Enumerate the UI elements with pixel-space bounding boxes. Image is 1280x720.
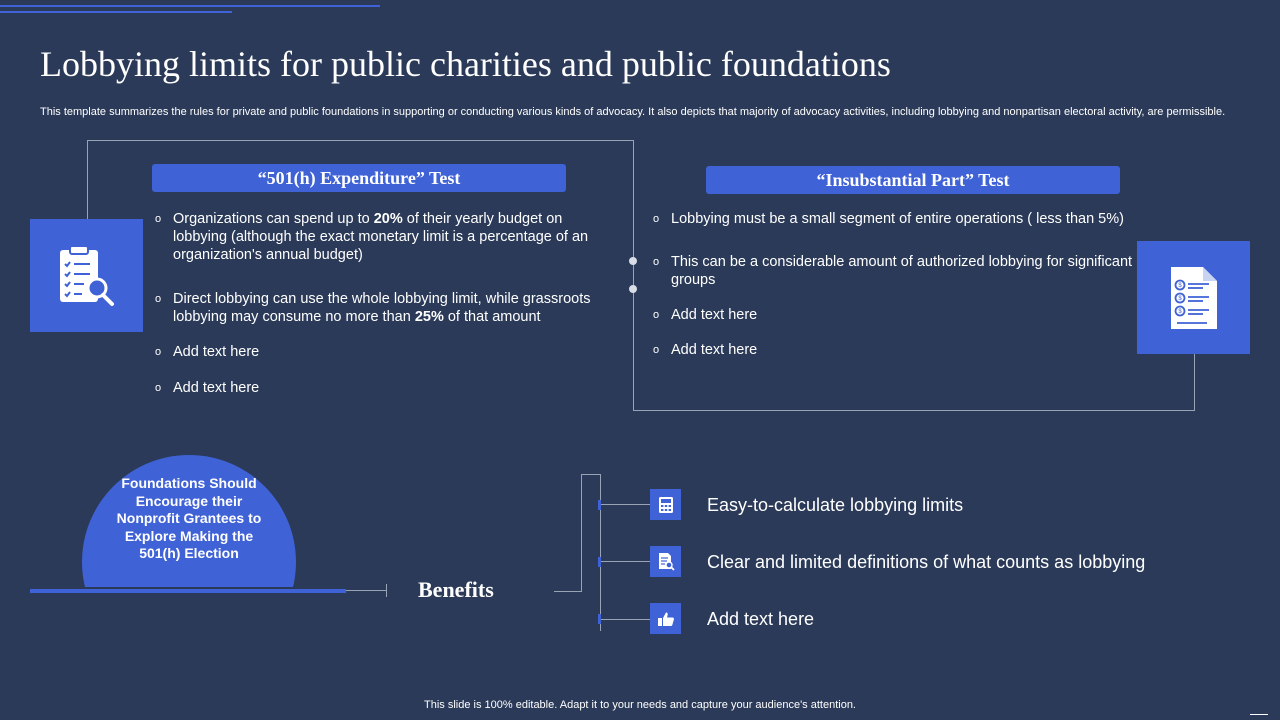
connector-line [581, 474, 601, 475]
bullet-icon: o [653, 256, 660, 268]
connector-line [386, 584, 387, 597]
connector-line [601, 504, 650, 505]
connector-line [581, 474, 582, 592]
bracket-accent [598, 614, 601, 624]
clipboard-magnifier-icon [59, 244, 114, 306]
connector-line [633, 140, 634, 411]
bullet-icon: o [155, 346, 162, 358]
connector-line [346, 590, 387, 591]
connector-line [600, 474, 601, 631]
list-item: o Add text here [653, 307, 758, 323]
document-search-icon [658, 553, 675, 571]
svg-text:$: $ [1178, 296, 1182, 302]
expenditure-test-heading: “501(h) Expenditure” Test [152, 164, 566, 192]
election-callout: Foundations Should Encourage their Nonpr… [82, 455, 296, 587]
benefits-label: Benefits [418, 577, 494, 602]
clipboard-magnifier-icon-box [30, 219, 143, 332]
calculator-icon [658, 496, 673, 513]
callout-text: Foundations Should Encourage their Nonpr… [116, 475, 262, 562]
bullet-icon: o [155, 213, 162, 225]
connector-line [87, 140, 88, 219]
page-title: Lobbying limits for public charities and… [40, 44, 891, 84]
bracket-accent [598, 557, 601, 567]
dollar-list-document-icon: $ $ $ [1170, 266, 1217, 329]
connector-line [601, 619, 650, 620]
thumbs-up-icon-box [650, 603, 681, 634]
document-search-icon-box [650, 546, 681, 577]
list-item: o Organizations can spend up to 20% of th… [155, 211, 589, 263]
benefit-text: Add text here [707, 609, 815, 629]
list-item: o Add text here [155, 380, 260, 396]
top-accent-line [0, 5, 380, 7]
bracket-accent [598, 500, 601, 510]
top-accent-line-short [0, 11, 232, 13]
benefit-text: Clear and limited definitions of what co… [707, 552, 1146, 572]
list-item: o This can be a considerable amount of au… [653, 254, 1133, 288]
connector-node [629, 257, 637, 265]
connector-line [87, 140, 634, 141]
connector-line [1194, 353, 1195, 411]
footer-mark [1250, 714, 1268, 715]
callout-base-bar [30, 589, 346, 593]
connector-line [601, 561, 650, 562]
footer-note: This slide is 100% editable. Adapt it to… [424, 699, 856, 711]
bullet-icon: o [155, 293, 162, 305]
svg-text:$: $ [1178, 283, 1182, 289]
page-subtitle: This template summarizes the rules for p… [40, 106, 1226, 118]
insubstantial-part-test-list: o Lobbying must be a small segment of ent… [651, 210, 1136, 359]
calculator-icon-box [650, 489, 681, 520]
insubstantial-part-test-heading: “Insubstantial Part” Test [706, 166, 1120, 194]
bullet-icon: o [653, 213, 660, 225]
list-item: o Lobbying must be a small segment of ent… [653, 211, 1124, 227]
bullet-icon: o [653, 344, 660, 356]
bullet-icon: o [155, 382, 162, 394]
benefit-text: Easy-to-calculate lobbying limits [707, 495, 964, 515]
list-item: o Add text here [155, 344, 260, 360]
bullet-icon: o [653, 309, 660, 321]
connector-node [629, 285, 637, 293]
connector-line [554, 591, 582, 592]
expenditure-test-list: o Organizations can spend up to 20% of th… [153, 210, 603, 397]
connector-line [633, 410, 1195, 411]
list-item: o Direct lobbying can use the whole lobby… [155, 291, 591, 325]
dollar-list-document-icon-box: $ $ $ [1137, 241, 1250, 354]
list-item: o Add text here [653, 342, 758, 358]
svg-text:$: $ [1178, 309, 1182, 315]
thumbs-up-icon [657, 612, 674, 626]
